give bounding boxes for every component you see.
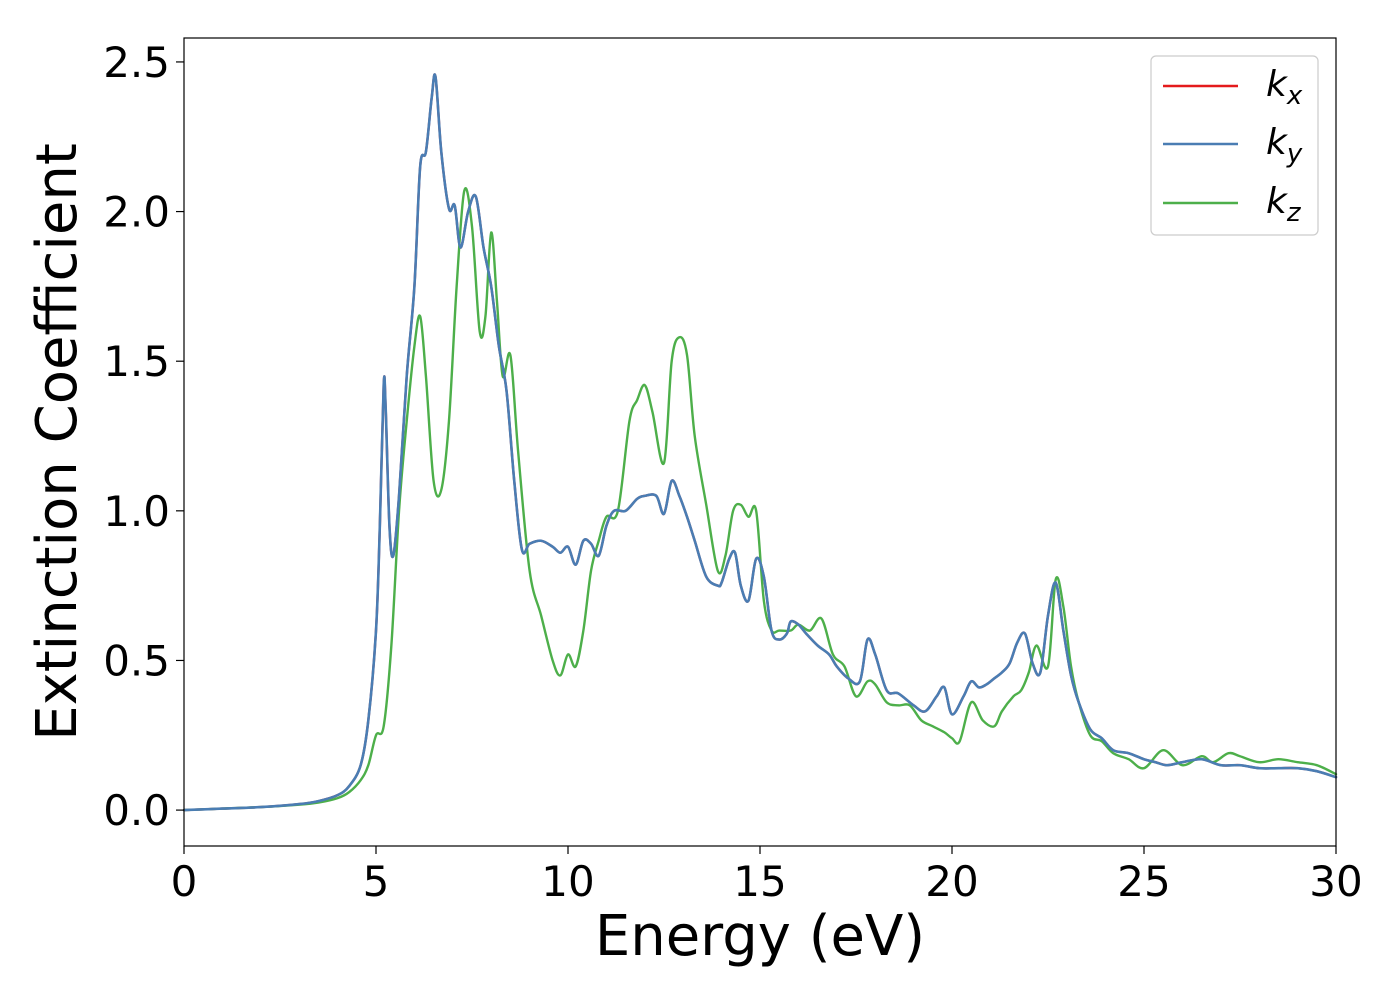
x-tick-label: 15 <box>733 857 786 906</box>
legend-box <box>1150 55 1319 236</box>
legend-label-ky-base: k <box>1266 122 1289 163</box>
series-layer <box>182 73 1338 812</box>
y-tick-label: 0.5 <box>103 636 170 685</box>
series-line-ky <box>182 73 1338 812</box>
x-tick-label: 5 <box>363 857 390 906</box>
y-tick-label: 1.5 <box>103 337 170 386</box>
legend: kx ky kz <box>1150 55 1319 236</box>
legend-label-kx-sub: x <box>1286 81 1303 111</box>
x-tick-label: 25 <box>1117 857 1170 906</box>
legend-label-kz-sub: z <box>1286 198 1302 228</box>
x-tick-label: 10 <box>541 857 594 906</box>
y-tick-label: 2.5 <box>103 38 170 87</box>
legend-label-ky: ky <box>1266 122 1303 169</box>
series-line-kz <box>182 187 1338 812</box>
y-tick-label: 1.0 <box>103 487 170 536</box>
x-axis-label: Energy (eV) <box>595 904 925 969</box>
x-tick-label: 30 <box>1309 857 1362 906</box>
x-tick-label: 20 <box>925 857 978 906</box>
legend-label-kz-base: k <box>1266 181 1289 222</box>
y-axis-ticks: 0.0 0.5 1.0 1.5 2.0 2.5 <box>103 38 184 835</box>
legend-label-kx: kx <box>1266 64 1303 111</box>
plot-background <box>184 38 1336 846</box>
y-tick-label: 2.0 <box>103 188 170 237</box>
x-tick-label: 0 <box>171 857 198 906</box>
legend-label-ky-sub: y <box>1286 139 1303 169</box>
y-tick-label: 0.0 <box>103 786 170 835</box>
legend-label-kx-base: k <box>1266 64 1289 105</box>
legend-label-kz: kz <box>1266 181 1302 228</box>
y-axis-label: Extinction Coefficient <box>25 143 90 741</box>
x-axis-ticks: 0 5 10 15 20 25 30 <box>171 846 1363 906</box>
